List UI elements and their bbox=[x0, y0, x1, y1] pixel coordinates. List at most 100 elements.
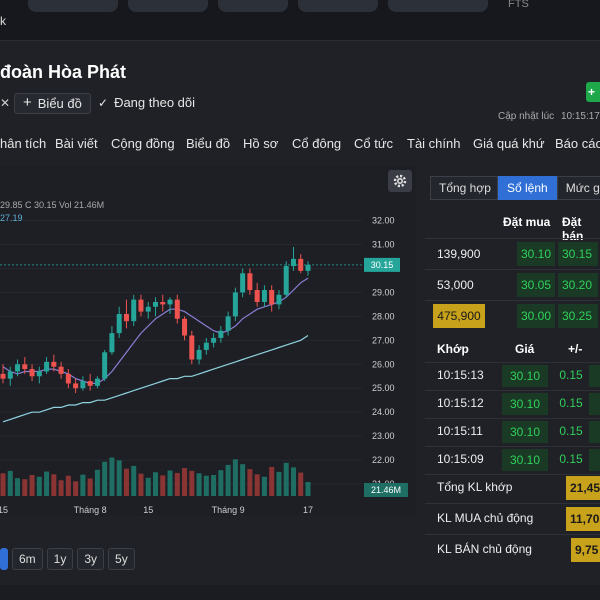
candle-body bbox=[65, 373, 71, 384]
matched-time: 10:15:12 bbox=[437, 396, 484, 410]
orderbook-row[interactable]: 139,900 30.10 30.15 bbox=[425, 239, 600, 269]
tab-price-levels[interactable]: Mức giá bbox=[556, 176, 600, 200]
add-chart-button[interactable]: + Biểu đồ bbox=[14, 92, 91, 114]
candle-body bbox=[276, 294, 282, 305]
volume-bar bbox=[0, 473, 6, 496]
volume-bar bbox=[51, 474, 57, 496]
add-chart-label: Biểu đồ bbox=[37, 95, 82, 111]
volume-bar bbox=[167, 470, 173, 496]
tab-analysis[interactable]: hân tích bbox=[0, 136, 47, 151]
candle-body bbox=[225, 316, 231, 331]
range-button-5y[interactable]: 5y bbox=[108, 548, 135, 570]
tab-dividends[interactable]: Cổ tức bbox=[354, 136, 394, 151]
matched-price: 30.10 bbox=[502, 393, 548, 415]
candle-body bbox=[44, 361, 50, 372]
plus-icon: + bbox=[23, 94, 32, 111]
matched-change: 0.15 bbox=[559, 424, 583, 438]
price-chart-svg[interactable]: 32.0031.0030.0029.0028.0027.0026.0025.00… bbox=[0, 166, 416, 516]
follow-button[interactable]: ✓ Đang theo dõi bbox=[98, 95, 195, 110]
volume-bar bbox=[269, 466, 275, 496]
orderbook-row[interactable]: 53,000 30.05 30.20 bbox=[425, 270, 600, 300]
candle-body bbox=[94, 378, 100, 386]
divider bbox=[425, 362, 600, 363]
y-tick-label: 22.00 bbox=[372, 455, 395, 465]
candle-body bbox=[283, 266, 289, 295]
tab-financials[interactable]: Tài chính bbox=[407, 136, 461, 151]
candle-body bbox=[116, 313, 122, 334]
topbar-tab[interactable] bbox=[298, 0, 378, 12]
topbar-tab[interactable] bbox=[28, 0, 118, 12]
candle-body bbox=[254, 290, 260, 303]
topbar-tab[interactable] bbox=[128, 0, 208, 12]
bid-header: Đặt mua bbox=[503, 215, 551, 229]
divider bbox=[425, 269, 600, 270]
tab-reports[interactable]: Báo cáo bbox=[555, 136, 600, 151]
updated-label: Cập nhật lúc bbox=[498, 111, 555, 122]
volume-bar bbox=[225, 464, 231, 496]
candle-body bbox=[232, 292, 238, 317]
tab-summary[interactable]: Tổng hợp bbox=[430, 176, 498, 200]
candle-body bbox=[203, 342, 209, 350]
candle-body bbox=[51, 361, 57, 367]
range-button-1y[interactable]: 1y bbox=[46, 548, 74, 570]
matched-extra bbox=[589, 365, 600, 387]
chart-settings-button[interactable] bbox=[388, 170, 412, 192]
y-tick-label: 28.00 bbox=[372, 311, 395, 321]
tab-shareholders[interactable]: Cổ đông bbox=[292, 136, 342, 151]
volume-bar bbox=[123, 468, 129, 496]
footer-strip bbox=[0, 585, 600, 600]
tab-chart[interactable]: Biểu đồ bbox=[186, 136, 231, 151]
last-price-label: 30.15 bbox=[371, 260, 394, 270]
topbar-tab[interactable] bbox=[218, 0, 288, 12]
volume-bar bbox=[283, 462, 289, 496]
candle-body bbox=[36, 371, 42, 377]
volume-bar bbox=[109, 457, 115, 496]
volume-bar bbox=[44, 471, 50, 496]
divider bbox=[425, 503, 600, 504]
volume-bar bbox=[232, 459, 238, 496]
volume-bar bbox=[261, 476, 267, 496]
matched-time: 10:15:09 bbox=[437, 452, 484, 466]
topbar-fts[interactable]: FTS bbox=[508, 0, 529, 10]
x-tick-label: 15 bbox=[0, 505, 8, 515]
range-button-3y[interactable]: 3y bbox=[77, 548, 105, 570]
check-icon: ✓ bbox=[98, 95, 109, 110]
candle-body bbox=[167, 299, 173, 305]
volume-bar bbox=[203, 475, 209, 496]
orderbook-volume: 139,900 bbox=[437, 247, 481, 261]
topbar-tab[interactable] bbox=[388, 0, 488, 12]
close-icon[interactable]: ✕ bbox=[0, 96, 11, 110]
candle-body bbox=[29, 369, 35, 377]
tab-articles[interactable]: Bài viết bbox=[55, 136, 98, 151]
divider bbox=[425, 390, 600, 391]
summary-row-buy: KL MUA chủ động 11,70 bbox=[425, 505, 600, 533]
orderbook-row[interactable]: 475,900 30.00 30.25 bbox=[425, 301, 600, 331]
volume-bar bbox=[7, 470, 13, 496]
volume-bar bbox=[22, 479, 28, 496]
candle-body bbox=[7, 371, 13, 379]
tab-orderbook[interactable]: Sổ lệnh bbox=[498, 176, 557, 200]
updated-status: Cập nhật lúc 10:15:17 bbox=[498, 111, 600, 122]
volume-bar bbox=[196, 473, 202, 496]
price-chart[interactable]: 32.0031.0030.0029.0028.0027.0026.0025.00… bbox=[0, 166, 416, 516]
volume-bar bbox=[247, 469, 253, 496]
y-tick-label: 23.00 bbox=[372, 431, 395, 441]
range-button-current[interactable] bbox=[0, 548, 8, 570]
volume-bar bbox=[65, 475, 71, 496]
tab-community[interactable]: Cộng đồng bbox=[111, 136, 175, 151]
tab-price-history[interactable]: Giá quá khứ bbox=[473, 136, 545, 151]
gear-icon bbox=[393, 174, 407, 188]
last-volume-badge bbox=[364, 483, 408, 497]
volume-bar bbox=[138, 473, 144, 496]
candle-body bbox=[153, 302, 158, 307]
candle-body bbox=[261, 290, 267, 303]
add-watchlist-button[interactable]: + bbox=[586, 82, 600, 102]
volume-bar bbox=[36, 476, 42, 496]
section-nav: hân tích Bài viết Cộng đồng Biểu đồ Hồ s… bbox=[0, 130, 600, 156]
volume-bar bbox=[298, 472, 304, 496]
candle-body bbox=[15, 364, 21, 372]
orderbook-volume: 475,900 bbox=[433, 304, 485, 328]
tab-profile[interactable]: Hồ sơ bbox=[243, 136, 279, 151]
range-button-6m[interactable]: 6m bbox=[12, 548, 43, 570]
matched-extra bbox=[589, 421, 600, 443]
